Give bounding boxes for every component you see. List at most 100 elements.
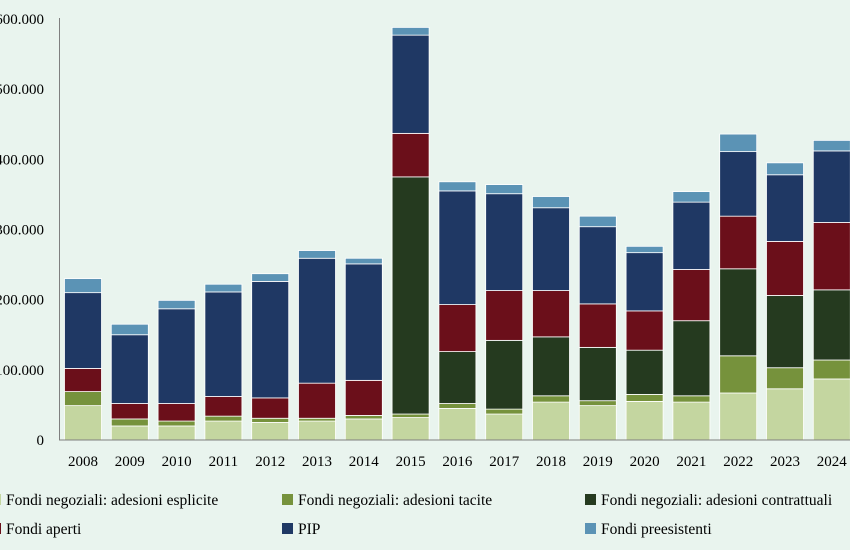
bar-segment xyxy=(110,425,149,441)
bar-segment xyxy=(204,283,243,293)
bar-segment xyxy=(812,378,850,441)
bar-segment xyxy=(251,281,290,399)
bar-segment xyxy=(672,191,711,203)
bar-segment xyxy=(672,401,711,441)
legend-swatch xyxy=(585,523,596,534)
bar-segment xyxy=(64,405,102,441)
bar-segment xyxy=(766,162,804,176)
bar-segment xyxy=(812,289,850,361)
bar-segment xyxy=(391,413,430,418)
legend-swatch xyxy=(282,523,293,534)
bar-segment xyxy=(532,207,570,291)
x-tick-label: 2023 xyxy=(770,454,800,470)
bar-segment xyxy=(251,273,290,282)
bar-segment xyxy=(578,400,617,407)
bar-segment xyxy=(391,27,430,36)
bar-segment xyxy=(438,403,477,409)
bar-segment xyxy=(719,392,758,441)
bar-segment xyxy=(64,278,102,294)
x-tick-label: 2017 xyxy=(489,454,520,470)
bar-segment xyxy=(64,391,102,407)
bar-segment xyxy=(532,196,570,209)
bar-segment xyxy=(625,245,664,254)
bar-segment xyxy=(485,184,524,195)
x-tick-label: 2016 xyxy=(442,454,473,470)
x-tick-label: 2020 xyxy=(630,454,660,470)
bar-segment xyxy=(812,222,850,291)
bar-segment xyxy=(485,413,524,441)
bar-segment xyxy=(719,133,758,153)
x-tick-label: 2018 xyxy=(536,454,566,470)
bar-segment xyxy=(532,336,570,397)
bar-segment xyxy=(672,395,711,403)
bars xyxy=(64,27,850,441)
y-tick-label: 400.000 xyxy=(0,152,44,168)
bar-segment xyxy=(110,323,149,336)
bar-segment xyxy=(157,420,196,427)
bar-segment xyxy=(110,418,149,427)
legend-swatch xyxy=(282,494,293,505)
legend-label: Fondi negoziali: adesioni esplicite xyxy=(6,492,218,509)
bar-segment xyxy=(485,339,524,410)
bar-segment xyxy=(625,401,664,441)
y-tick-label: 300.000 xyxy=(0,223,44,239)
bar-segment xyxy=(719,355,758,394)
y-tick-label: 600.000 xyxy=(0,12,44,28)
bar-segment xyxy=(391,34,430,134)
bar-segment xyxy=(812,139,850,152)
bar-segment xyxy=(64,292,102,369)
bar-segment xyxy=(157,308,196,404)
bar-segment xyxy=(766,367,804,390)
legend: Fondi negoziali: adesioni esplicite Fondi… xyxy=(0,492,833,538)
x-tick-label: 2009 xyxy=(115,454,145,470)
bar-segment xyxy=(578,226,617,305)
bar-segment xyxy=(157,299,196,310)
y-tick-label: 100.000 xyxy=(0,363,44,379)
bar-segment xyxy=(532,401,570,441)
bar-segment xyxy=(204,291,243,397)
y-tick-label: 0 xyxy=(37,433,45,449)
bar-segment xyxy=(672,269,711,322)
bar-segment xyxy=(110,334,149,404)
bar-segment xyxy=(391,176,430,415)
bar-segment xyxy=(298,250,336,259)
bar-segment xyxy=(578,346,617,402)
bar-segment xyxy=(719,215,758,270)
y-axis-ticks: 0 100.000 200.000 300.000 400.000 500.000 600.… xyxy=(0,12,44,449)
bar-segment xyxy=(157,425,196,441)
bar-segment xyxy=(485,290,524,341)
bar-segment xyxy=(438,408,477,441)
bar-segment xyxy=(204,420,243,441)
bar-segment xyxy=(438,351,477,404)
bar-segment xyxy=(344,257,383,265)
x-tick-label: 2019 xyxy=(583,454,613,470)
bar-segment xyxy=(344,415,383,420)
x-tick-label: 2021 xyxy=(676,454,706,470)
bar-segment xyxy=(766,174,804,242)
x-tick-label: 2011 xyxy=(209,454,238,470)
legend-label: Fondi negoziali: adesioni contrattuali xyxy=(601,492,833,509)
legend-label: Fondi aperti xyxy=(6,521,82,538)
bar-segment xyxy=(672,201,711,270)
bar-segment xyxy=(64,368,102,392)
bar-segment xyxy=(391,417,430,441)
bar-segment xyxy=(251,417,290,423)
bar-segment xyxy=(251,422,290,441)
bar-segment xyxy=(578,405,617,441)
legend-swatch xyxy=(585,494,596,505)
bar-segment xyxy=(625,252,664,312)
bar-segment xyxy=(204,415,243,422)
x-tick-label: 2015 xyxy=(396,454,426,470)
y-tick-label: 200.000 xyxy=(0,293,44,309)
x-tick-label: 2012 xyxy=(255,454,285,470)
bar-segment xyxy=(812,359,850,380)
x-tick-label: 2008 xyxy=(68,454,98,470)
x-tick-label: 2022 xyxy=(723,454,753,470)
bar-segment xyxy=(438,190,477,305)
bar-segment xyxy=(157,403,196,422)
bar-segment xyxy=(578,303,617,348)
legend-swatch xyxy=(0,523,1,534)
x-tick-label: 2013 xyxy=(302,454,332,470)
legend-swatch xyxy=(0,494,1,505)
bar-segment xyxy=(344,263,383,381)
